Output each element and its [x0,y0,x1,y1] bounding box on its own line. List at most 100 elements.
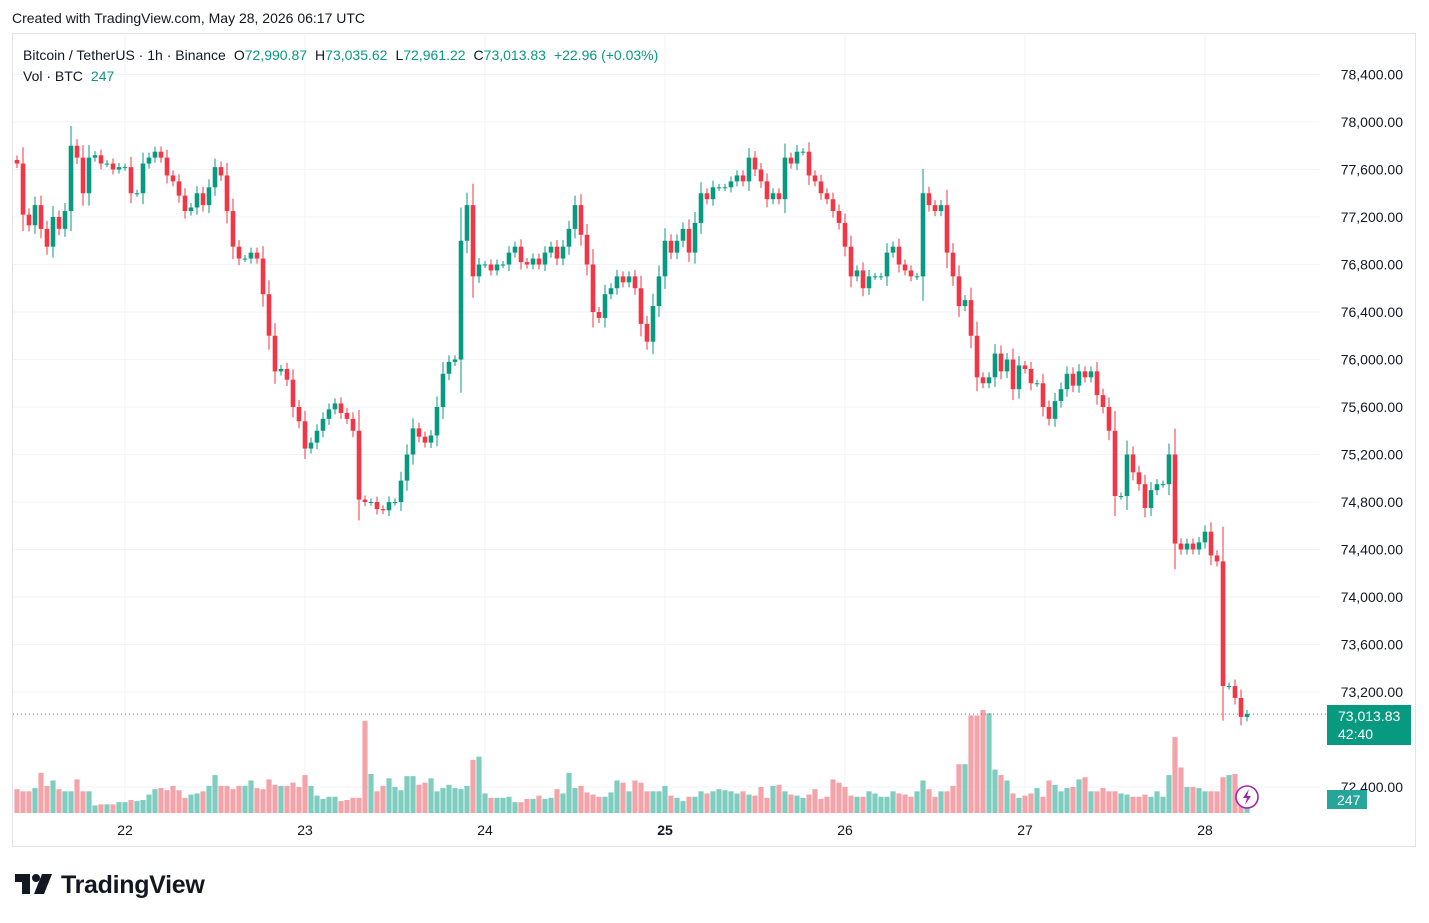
volume-bar [1082,777,1088,813]
candle-body [392,502,398,503]
candle-body [482,264,488,266]
volume-bar [1052,784,1058,813]
candle-body [236,246,242,259]
candle-body [290,379,296,407]
candle-body [218,167,224,176]
volume-bar [464,785,470,813]
volume-bar [446,784,452,813]
candle-body [602,294,608,318]
volume-bar [524,798,530,813]
volume-bar [554,789,560,813]
volume-bar [740,791,746,813]
candle-body [998,353,1004,372]
legend-volume-label[interactable]: Vol · BTC [23,68,83,84]
volume-bar [1094,791,1100,813]
volume-bar [962,764,968,813]
tradingview-logo[interactable]: TradingView [15,870,205,900]
volume-bar [638,782,644,813]
candle-body [560,246,566,259]
volume-bar [872,793,878,813]
volume-bar [836,782,842,813]
volume-bar [1190,786,1196,813]
candle-body [494,264,500,271]
candle-body [440,373,446,407]
candle-body [416,428,422,437]
candle-body [20,163,26,215]
candle-body [446,361,452,374]
volume-bar [1118,793,1124,813]
candle-body [848,246,854,277]
volume-bar [278,785,284,813]
volume-bar [812,789,818,813]
volume-bar [860,796,866,813]
volume-bar [608,792,614,813]
candle-body [566,228,572,247]
candle-body [1130,454,1136,473]
legend-symbol[interactable]: Bitcoin / TetherUS · 1h · Binance [23,47,226,63]
candle-body [182,195,188,212]
candle-body [776,193,782,200]
candle-body [722,187,728,189]
volume-bar [80,791,86,813]
volume-bar [1106,791,1112,813]
volume-bar [326,796,332,813]
volume-bar [596,796,602,813]
volume-bar [842,786,848,813]
volume-bar [686,796,692,813]
candle-body [176,181,182,196]
candle-body [1214,555,1220,562]
candle-body [242,258,248,260]
candle-body [116,167,122,170]
candle-body [572,205,578,229]
candle-body [1010,359,1016,390]
volume-bar [380,785,386,813]
candle-body [1124,454,1130,497]
candle-body [98,155,104,164]
volume-bar [92,805,98,813]
candle-body [1058,389,1064,402]
price-candles [14,125,1250,726]
volume-bar [1232,773,1238,813]
candle-body [170,175,176,182]
volume-bar [878,796,884,813]
candle-body [584,234,590,265]
candle-body [1076,371,1082,386]
volume-bar [1166,775,1172,813]
candle-body [188,207,194,212]
volume-bar [674,797,680,813]
volume-bar [1010,793,1016,813]
candle-body [626,276,632,283]
candle-body [206,187,212,206]
volume-bar [56,789,62,813]
candle-body [1106,407,1112,431]
legend-volume-value: 247 [90,68,115,84]
candle-body [920,193,926,277]
volume-bar [1046,780,1052,813]
candle-body [860,270,866,289]
candle-body [944,205,950,253]
candle-body [758,169,764,182]
volume-bar [458,789,464,813]
candle-body [212,167,218,188]
volume-bar [566,772,572,813]
volume-bar [542,798,548,813]
volume-bar [506,796,512,813]
volume-bar [470,759,476,813]
volume-bar [782,791,788,813]
candle-body [638,288,644,324]
price-badge-price: 73,013.83 [1338,708,1400,724]
volume-bar [434,791,440,813]
lightning-icon[interactable] [1235,785,1259,809]
candle-body [524,262,530,265]
candle-body [1154,484,1160,491]
volume-bar [824,796,830,813]
candle-body [632,276,638,289]
volume-bar [482,793,488,813]
candle-body [368,502,374,503]
price-tick-label: 75,200.00 [1341,447,1403,463]
candle-body [458,240,464,360]
price-tick-label: 76,000.00 [1341,352,1403,368]
candle-body [1094,371,1100,396]
candle-body [320,418,326,431]
